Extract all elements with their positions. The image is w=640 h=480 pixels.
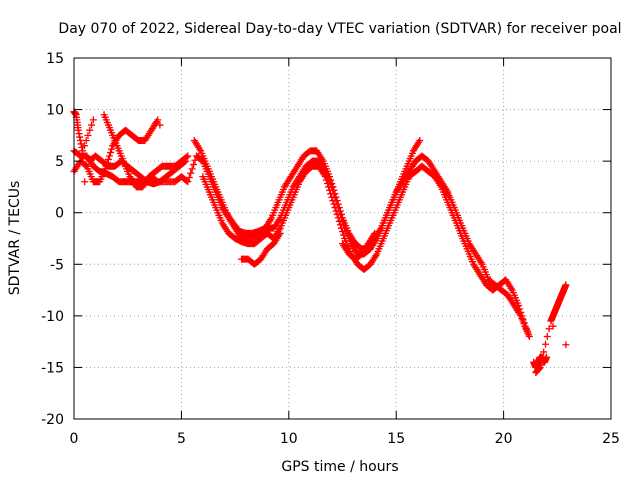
- y-axis-label: SDTVAR / TECUs: [7, 181, 23, 296]
- data-point: [84, 131, 92, 139]
- data-point: [187, 169, 195, 177]
- data-point: [86, 126, 94, 134]
- y-tick-label: 5: [55, 154, 64, 170]
- data-point: [332, 207, 340, 215]
- x-tick-label: 10: [280, 431, 298, 447]
- data-point: [89, 116, 97, 124]
- data-point: [371, 229, 379, 237]
- series-isolated: [70, 108, 203, 186]
- data-point: [323, 179, 331, 187]
- y-tick-label: -20: [41, 412, 64, 428]
- x-tick-label: 25: [602, 431, 620, 447]
- data-point: [523, 327, 531, 335]
- x-tick-label: 15: [387, 431, 405, 447]
- data-point: [77, 140, 85, 148]
- data-point: [74, 126, 82, 134]
- data-point: [541, 340, 549, 348]
- data-point: [105, 152, 113, 160]
- data-point: [80, 142, 88, 150]
- data-point: [321, 173, 329, 181]
- data-point: [339, 228, 346, 236]
- data-point: [82, 137, 90, 145]
- data-point: [181, 158, 189, 166]
- x-axis-label: GPS time / hours: [281, 459, 398, 475]
- data-point: [185, 173, 193, 181]
- chart-title: Day 070 of 2022, Sidereal Day-to-day VTE…: [58, 21, 621, 37]
- data-point: [538, 356, 546, 364]
- data-point: [562, 281, 570, 289]
- grid-lines: [74, 58, 611, 419]
- data-point: [322, 176, 330, 184]
- data-point: [535, 364, 543, 372]
- x-tick-label: 0: [70, 431, 79, 447]
- data-point: [182, 157, 190, 165]
- data-point: [154, 116, 162, 124]
- data-point: [183, 153, 191, 161]
- data-point: [190, 161, 198, 169]
- data-point: [336, 221, 344, 229]
- y-tick-label: -10: [41, 309, 64, 325]
- series-track-d: [85, 152, 531, 335]
- data-point: [81, 178, 89, 186]
- y-tick-label: -15: [41, 360, 64, 376]
- x-tick-label: 20: [495, 431, 513, 447]
- data-point: [333, 210, 341, 218]
- data-point: [75, 130, 83, 138]
- data-point: [340, 231, 348, 239]
- data-point: [184, 178, 192, 186]
- data-point: [525, 332, 533, 340]
- data-point: [337, 224, 345, 232]
- data-point: [543, 332, 551, 340]
- data-point: [330, 200, 338, 208]
- data-point: [76, 133, 84, 141]
- data-point: [184, 152, 192, 160]
- data-point: [326, 186, 334, 194]
- data-point: [334, 214, 342, 222]
- y-tick-label: 0: [55, 206, 64, 222]
- data-point: [195, 152, 203, 160]
- data-point: [328, 193, 336, 201]
- y-tick-label: 10: [46, 103, 64, 119]
- y-tick-label: -5: [50, 257, 64, 273]
- data-point: [156, 121, 164, 129]
- data-point: [335, 217, 343, 225]
- data-point: [329, 197, 337, 205]
- data-point: [276, 229, 284, 237]
- data-point: [540, 348, 548, 356]
- data-point: [331, 204, 339, 212]
- data-point: [104, 155, 112, 163]
- data-points: [70, 108, 570, 377]
- data-point: [536, 363, 544, 371]
- data-point: [562, 341, 570, 349]
- series-track-c: [100, 111, 533, 340]
- data-point: [108, 145, 116, 153]
- data-point: [88, 121, 96, 129]
- x-tick-label: 5: [177, 431, 186, 447]
- data-point: [79, 147, 87, 155]
- data-point: [327, 190, 335, 198]
- data-point: [549, 322, 557, 330]
- series-late-cluster: [530, 281, 570, 377]
- plot-frame: [73, 57, 612, 420]
- data-point: [416, 137, 424, 145]
- data-point: [545, 325, 553, 333]
- axis-ticks: 0 5 10 15 20 25 -20 -15 -10 -5 0 5 10 15: [41, 51, 620, 447]
- data-point: [107, 149, 115, 157]
- y-tick-label: 15: [46, 51, 64, 67]
- data-point: [188, 165, 196, 173]
- data-point: [325, 183, 333, 191]
